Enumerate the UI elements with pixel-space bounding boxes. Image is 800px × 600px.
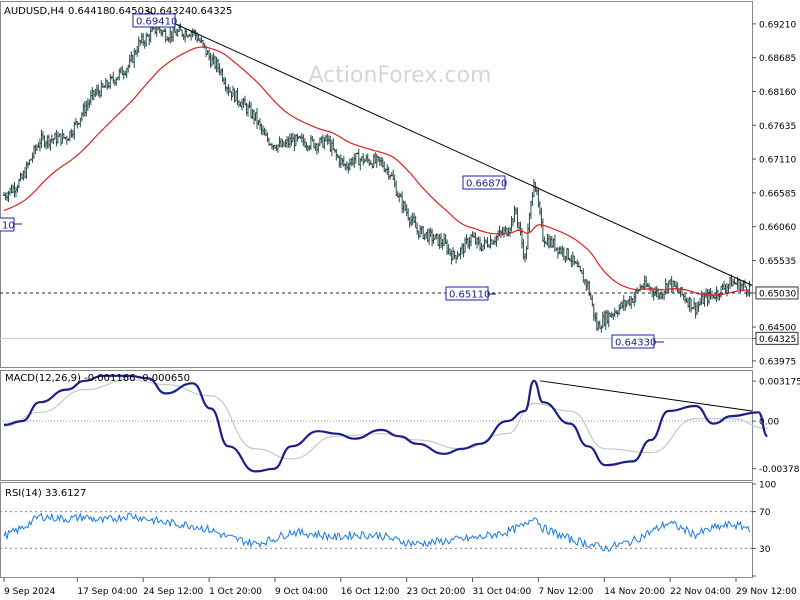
x-axis-label: 9 Sep 2024 [4, 587, 56, 597]
annotation-high-text: 0.69410 [136, 17, 177, 28]
ohlc-high: 0.64503 [109, 6, 150, 17]
price-y-label: 0.69210 [759, 20, 796, 30]
ohlc-close: 0.64325 [191, 6, 232, 17]
price-y-label: 0.66585 [759, 189, 796, 199]
macd-line [3, 374, 769, 473]
macd-y-axis: 0.003175 0.00 -0.00378 [752, 378, 800, 475]
ohlc-open: 0.64418 [68, 6, 109, 17]
price-y-box [755, 331, 799, 345]
macd-trendline [539, 380, 753, 412]
rsi-y-label: 70 [759, 508, 771, 518]
price-y-label: 0.64325 [759, 335, 796, 345]
price-y-label: 0.66060 [759, 223, 796, 233]
annotation-high: 0.69410 [132, 13, 177, 28]
ohlc-low: 0.64324 [150, 6, 191, 17]
x-axis-label: 23 Oct 20:00 [407, 587, 466, 597]
rsi-panel-frame [0, 482, 753, 578]
price-header: AUDUSD,H4 0.64418 0.64503 0.64324 0.6432… [4, 6, 232, 17]
rsi-label: RSI(14) 33.6127 [5, 488, 86, 499]
price-y-label: 0.65030 [759, 289, 796, 299]
rsi-line [3, 512, 750, 552]
annotation-low: 0.64330 [611, 334, 664, 349]
annotation-left-text: 10 [2, 221, 15, 232]
annotation-support-text: 0.65110 [449, 290, 490, 301]
macd-label: MACD(12,26,9) -0.001166 -0.000650 [5, 373, 190, 384]
annotation-low-text: 0.64330 [615, 338, 656, 349]
x-axis-label: 9 Oct 04:00 [275, 587, 328, 597]
macd-y-label: 0.00 [759, 418, 779, 428]
annotation-peak-box [462, 175, 506, 190]
price-y-axis: 0.69210 0.68685 0.68160 0.67635 0.67110 0.665… [752, 20, 799, 367]
x-axis-label: 22 Nov 04:00 [670, 587, 731, 597]
rsi-panel: 100 70 30 RSI(14) 33.6127 [0, 481, 776, 578]
price-y-box [755, 286, 799, 300]
rsi-y-axis: 100 70 30 [752, 481, 776, 577]
price-panel-frame [0, 1, 753, 368]
watermark: ActionForex.com [309, 63, 492, 88]
x-axis-label: 7 Nov 12:00 [538, 587, 593, 597]
rsi-y-label: 100 [759, 481, 776, 491]
price-y-label: 0.67635 [759, 122, 796, 132]
macd-marks [0, 374, 769, 473]
price-y-label: 0.68160 [759, 88, 796, 98]
x-axis-label: 17 Sep 04:00 [77, 587, 137, 597]
price-panel: ActionForex.com 0.692100.686850.681600.6… [0, 1, 799, 368]
price-y-label: 0.67110 [759, 156, 796, 166]
rsi-y-label: 30 [759, 545, 771, 555]
rsi-marks [0, 511, 752, 552]
price-trendline [145, 9, 753, 286]
price-marks [0, 9, 753, 339]
x-axis: 9 Sep 2024 17 Sep 04:00 24 Sep 12:00 1 Oct … [3, 578, 797, 597]
price-y-label: 0.64500 [759, 324, 796, 334]
annotation-peak-text: 0.66870 [466, 179, 507, 190]
x-axis-label: 14 Nov 20:00 [604, 587, 665, 597]
x-axis-label: 29 Nov 12:00 [736, 587, 797, 597]
price-y-label: 0.63975 [759, 357, 796, 367]
x-axis-label: 31 Oct 04:00 [473, 587, 532, 597]
annotation-left-cut: 10 [0, 217, 22, 232]
price-y-label: 0.65535 [759, 257, 796, 267]
macd-y-label: 0.003175 [759, 378, 800, 388]
x-axis-label: 24 Sep 12:00 [143, 587, 203, 597]
symbol-label: AUDUSD,H4 [4, 6, 64, 17]
macd-y-label: -0.00378 [759, 465, 800, 475]
moving-average-line [3, 46, 750, 296]
x-axis-label: 1 Oct 20:00 [209, 587, 262, 597]
x-axis-label: 16 Oct 12:00 [341, 587, 400, 597]
price-y-label: 0.68685 [759, 54, 796, 64]
annotation-high-box [132, 13, 176, 28]
macd-panel: 0.003175 0.00 -0.00378 MACD(12,26,9) -0.00… [0, 370, 800, 481]
annotation-support: 0.65110 [445, 286, 496, 301]
annotation-labels: 0.69410 0.66870 0.65110 0.64330 10 [0, 13, 664, 349]
annotation-peak: 0.66870 [462, 175, 507, 190]
